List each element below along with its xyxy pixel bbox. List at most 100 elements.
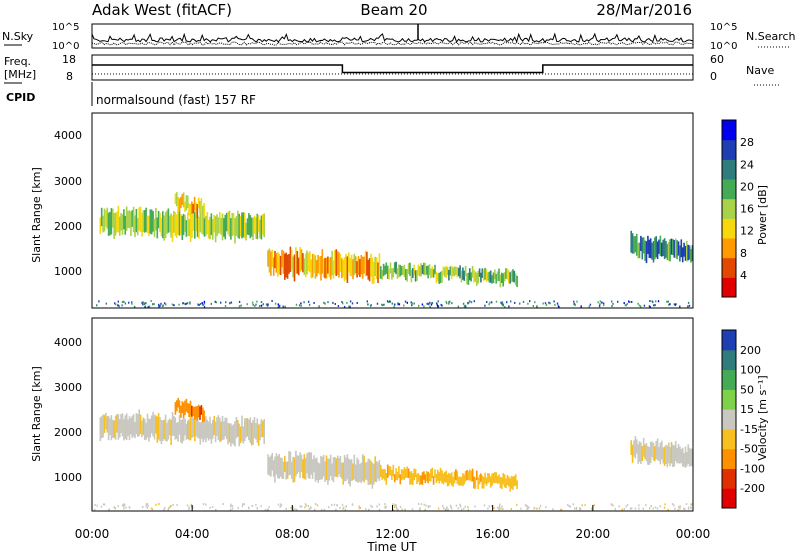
power-noise-cell xyxy=(123,300,125,303)
velocity-cell xyxy=(676,448,678,464)
power-cell xyxy=(302,253,304,273)
velocity-cell xyxy=(345,457,347,481)
power-noise-cell xyxy=(484,304,486,307)
velocity-noise-cell xyxy=(378,503,380,506)
velocity-noise-cell xyxy=(94,503,96,506)
power-cell xyxy=(175,214,178,238)
power-panel: Slant Range [km] 4000 3000 2000 1000 282… xyxy=(30,112,769,309)
velocity-noise-cell xyxy=(573,507,576,510)
power-cell xyxy=(334,250,336,275)
power-noise-cell xyxy=(462,302,465,305)
velocity-cell xyxy=(114,415,117,440)
power-cell xyxy=(354,256,357,274)
power-colorbar-label: Power [dB] xyxy=(756,185,769,245)
velocity-cell xyxy=(288,451,290,476)
power-cell xyxy=(374,256,376,276)
velocity-colorbar-tick: -200 xyxy=(740,482,765,495)
power-noise-cell xyxy=(629,301,631,303)
velocity-noise-cell xyxy=(437,507,440,510)
power-cell xyxy=(203,217,206,237)
power-cell xyxy=(148,215,150,236)
power-cell xyxy=(207,219,210,239)
power-cell xyxy=(167,208,170,233)
x-axis-label: Time UT xyxy=(366,540,417,554)
velocity-cell xyxy=(112,419,114,438)
power-noise-cell xyxy=(617,300,619,303)
velocity-cell xyxy=(166,422,168,442)
velocity-colorbar-tick: 200 xyxy=(740,344,761,357)
power-cell xyxy=(353,253,356,275)
power-cell xyxy=(155,207,157,231)
power-noise-cell xyxy=(131,302,133,305)
power-cell xyxy=(331,250,333,276)
velocity-cell xyxy=(473,476,475,489)
velocity-noise-cell xyxy=(498,508,500,511)
power-cell xyxy=(462,267,464,280)
velocity-cell xyxy=(314,458,317,482)
x-tick-label: 16:00 xyxy=(475,527,510,541)
velocity-cell xyxy=(363,455,365,483)
power-cell xyxy=(185,195,188,211)
power-cell xyxy=(509,272,511,284)
power-cell xyxy=(195,202,197,214)
power-cell xyxy=(343,257,346,282)
velocity-cell xyxy=(444,472,446,483)
power-cell xyxy=(285,252,287,278)
power-cell xyxy=(202,213,204,235)
velocity-cell xyxy=(164,414,167,441)
velocity-cell xyxy=(156,416,159,443)
power-cell xyxy=(290,250,293,270)
velocity-cell xyxy=(181,401,184,414)
velocity-cell xyxy=(409,471,411,485)
power-noise-cell xyxy=(534,301,536,304)
power-noise-cell xyxy=(669,303,671,306)
power-noise-cell xyxy=(387,301,390,304)
velocity-cell xyxy=(192,418,195,437)
velocity-cell xyxy=(661,440,663,460)
power-cell xyxy=(206,212,209,235)
power-noise-cell xyxy=(598,305,601,308)
power-noise-cell xyxy=(437,300,439,303)
velocity-noise-cell xyxy=(308,508,310,510)
velocity-cell xyxy=(638,441,641,462)
velocity-cell xyxy=(634,436,637,459)
power-cell xyxy=(446,267,449,276)
velocity-noise-cell xyxy=(304,506,306,509)
velocity-noise-cell xyxy=(498,504,501,507)
power-cell xyxy=(361,256,364,279)
power-cell xyxy=(192,212,195,232)
velocity-colorbar-segment xyxy=(722,349,736,371)
power-cell xyxy=(124,215,127,235)
power-cell xyxy=(424,262,427,276)
power-cell xyxy=(637,243,639,259)
power-cell xyxy=(359,259,361,277)
velocity-cell xyxy=(400,469,403,481)
power-noise-cell xyxy=(436,302,438,305)
velocity-cell xyxy=(690,448,692,466)
velocity-cell xyxy=(332,457,335,483)
velocity-cell xyxy=(399,474,402,485)
power-cell xyxy=(413,264,415,275)
velocity-cell xyxy=(160,419,163,445)
power-noise-cell xyxy=(573,300,575,303)
power-noise-cell xyxy=(501,301,504,304)
power-noise-cell xyxy=(666,300,668,303)
velocity-noise-cell xyxy=(419,507,421,510)
velocity-cell xyxy=(489,476,492,488)
power-noise-cell xyxy=(673,303,675,306)
velocity-cell xyxy=(499,476,502,489)
velocity-cell xyxy=(320,455,322,480)
velocity-cell xyxy=(641,446,644,461)
velocity-noise-cell xyxy=(343,506,345,509)
power-noise-cell xyxy=(631,301,633,303)
velocity-noise-cell xyxy=(169,505,171,508)
power-noise-cell xyxy=(300,304,302,307)
velocity-cell xyxy=(121,413,124,437)
velocity-cell xyxy=(155,415,157,434)
power-cell xyxy=(512,269,514,282)
velocity-noise-cell xyxy=(328,506,330,509)
velocity-cell xyxy=(516,480,518,490)
power-noise-cell xyxy=(626,302,628,305)
power-cell xyxy=(227,211,229,235)
velocity-noise-cell xyxy=(614,508,616,511)
